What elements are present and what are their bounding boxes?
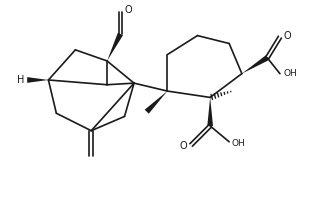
Polygon shape: [107, 33, 123, 61]
Polygon shape: [27, 77, 48, 83]
Text: H: H: [17, 75, 25, 85]
Text: OH: OH: [283, 69, 297, 78]
Text: O: O: [180, 141, 187, 151]
Polygon shape: [207, 97, 213, 126]
Text: O: O: [124, 5, 132, 15]
Polygon shape: [145, 91, 167, 114]
Text: OH: OH: [232, 139, 245, 148]
Polygon shape: [242, 55, 269, 74]
Text: O: O: [283, 31, 291, 41]
